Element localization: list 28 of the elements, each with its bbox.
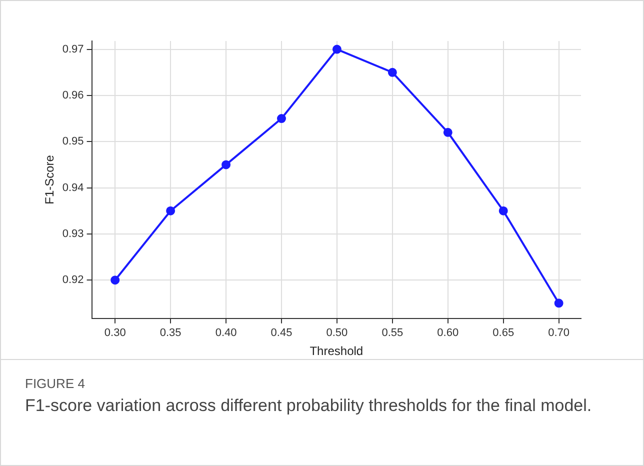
point <box>276 114 286 124</box>
y-tick-label: 0.92 <box>62 274 84 286</box>
point <box>110 276 120 285</box>
x-tick-label: 0.50 <box>326 327 348 340</box>
caption: FIGURE 4 <box>25 375 86 393</box>
x-tick-label: 0.55 <box>382 327 404 340</box>
point <box>166 206 176 216</box>
x-axis-title: Threshold <box>310 344 364 358</box>
y-tick-label: 0.94 <box>62 182 84 194</box>
x-tick-label: 0.45 <box>270 327 292 340</box>
point <box>388 68 397 77</box>
x-tick-label: 0.70 <box>548 327 570 340</box>
point <box>498 206 508 216</box>
point <box>222 160 231 170</box>
point <box>443 128 452 137</box>
text: F1-score variation across different probability thresholds for the final model. <box>25 395 593 417</box>
y-axis-title: F1-Score <box>42 154 57 204</box>
y-tick-label: 0.93 <box>62 228 84 240</box>
x-tick-label: 0.30 <box>104 327 126 340</box>
x-tick-label: 0.65 <box>492 327 514 340</box>
point <box>332 44 342 54</box>
x-tick-label: 0.35 <box>160 327 182 340</box>
point <box>554 298 564 308</box>
x-tick-label: 0.40 <box>215 327 237 340</box>
x-tick-label: 0.60 <box>437 327 459 340</box>
y-tick-label: 0.95 <box>62 136 84 148</box>
y-tick-label: 0.97 <box>62 43 84 56</box>
y-tick-label: 0.96 <box>62 89 84 102</box>
